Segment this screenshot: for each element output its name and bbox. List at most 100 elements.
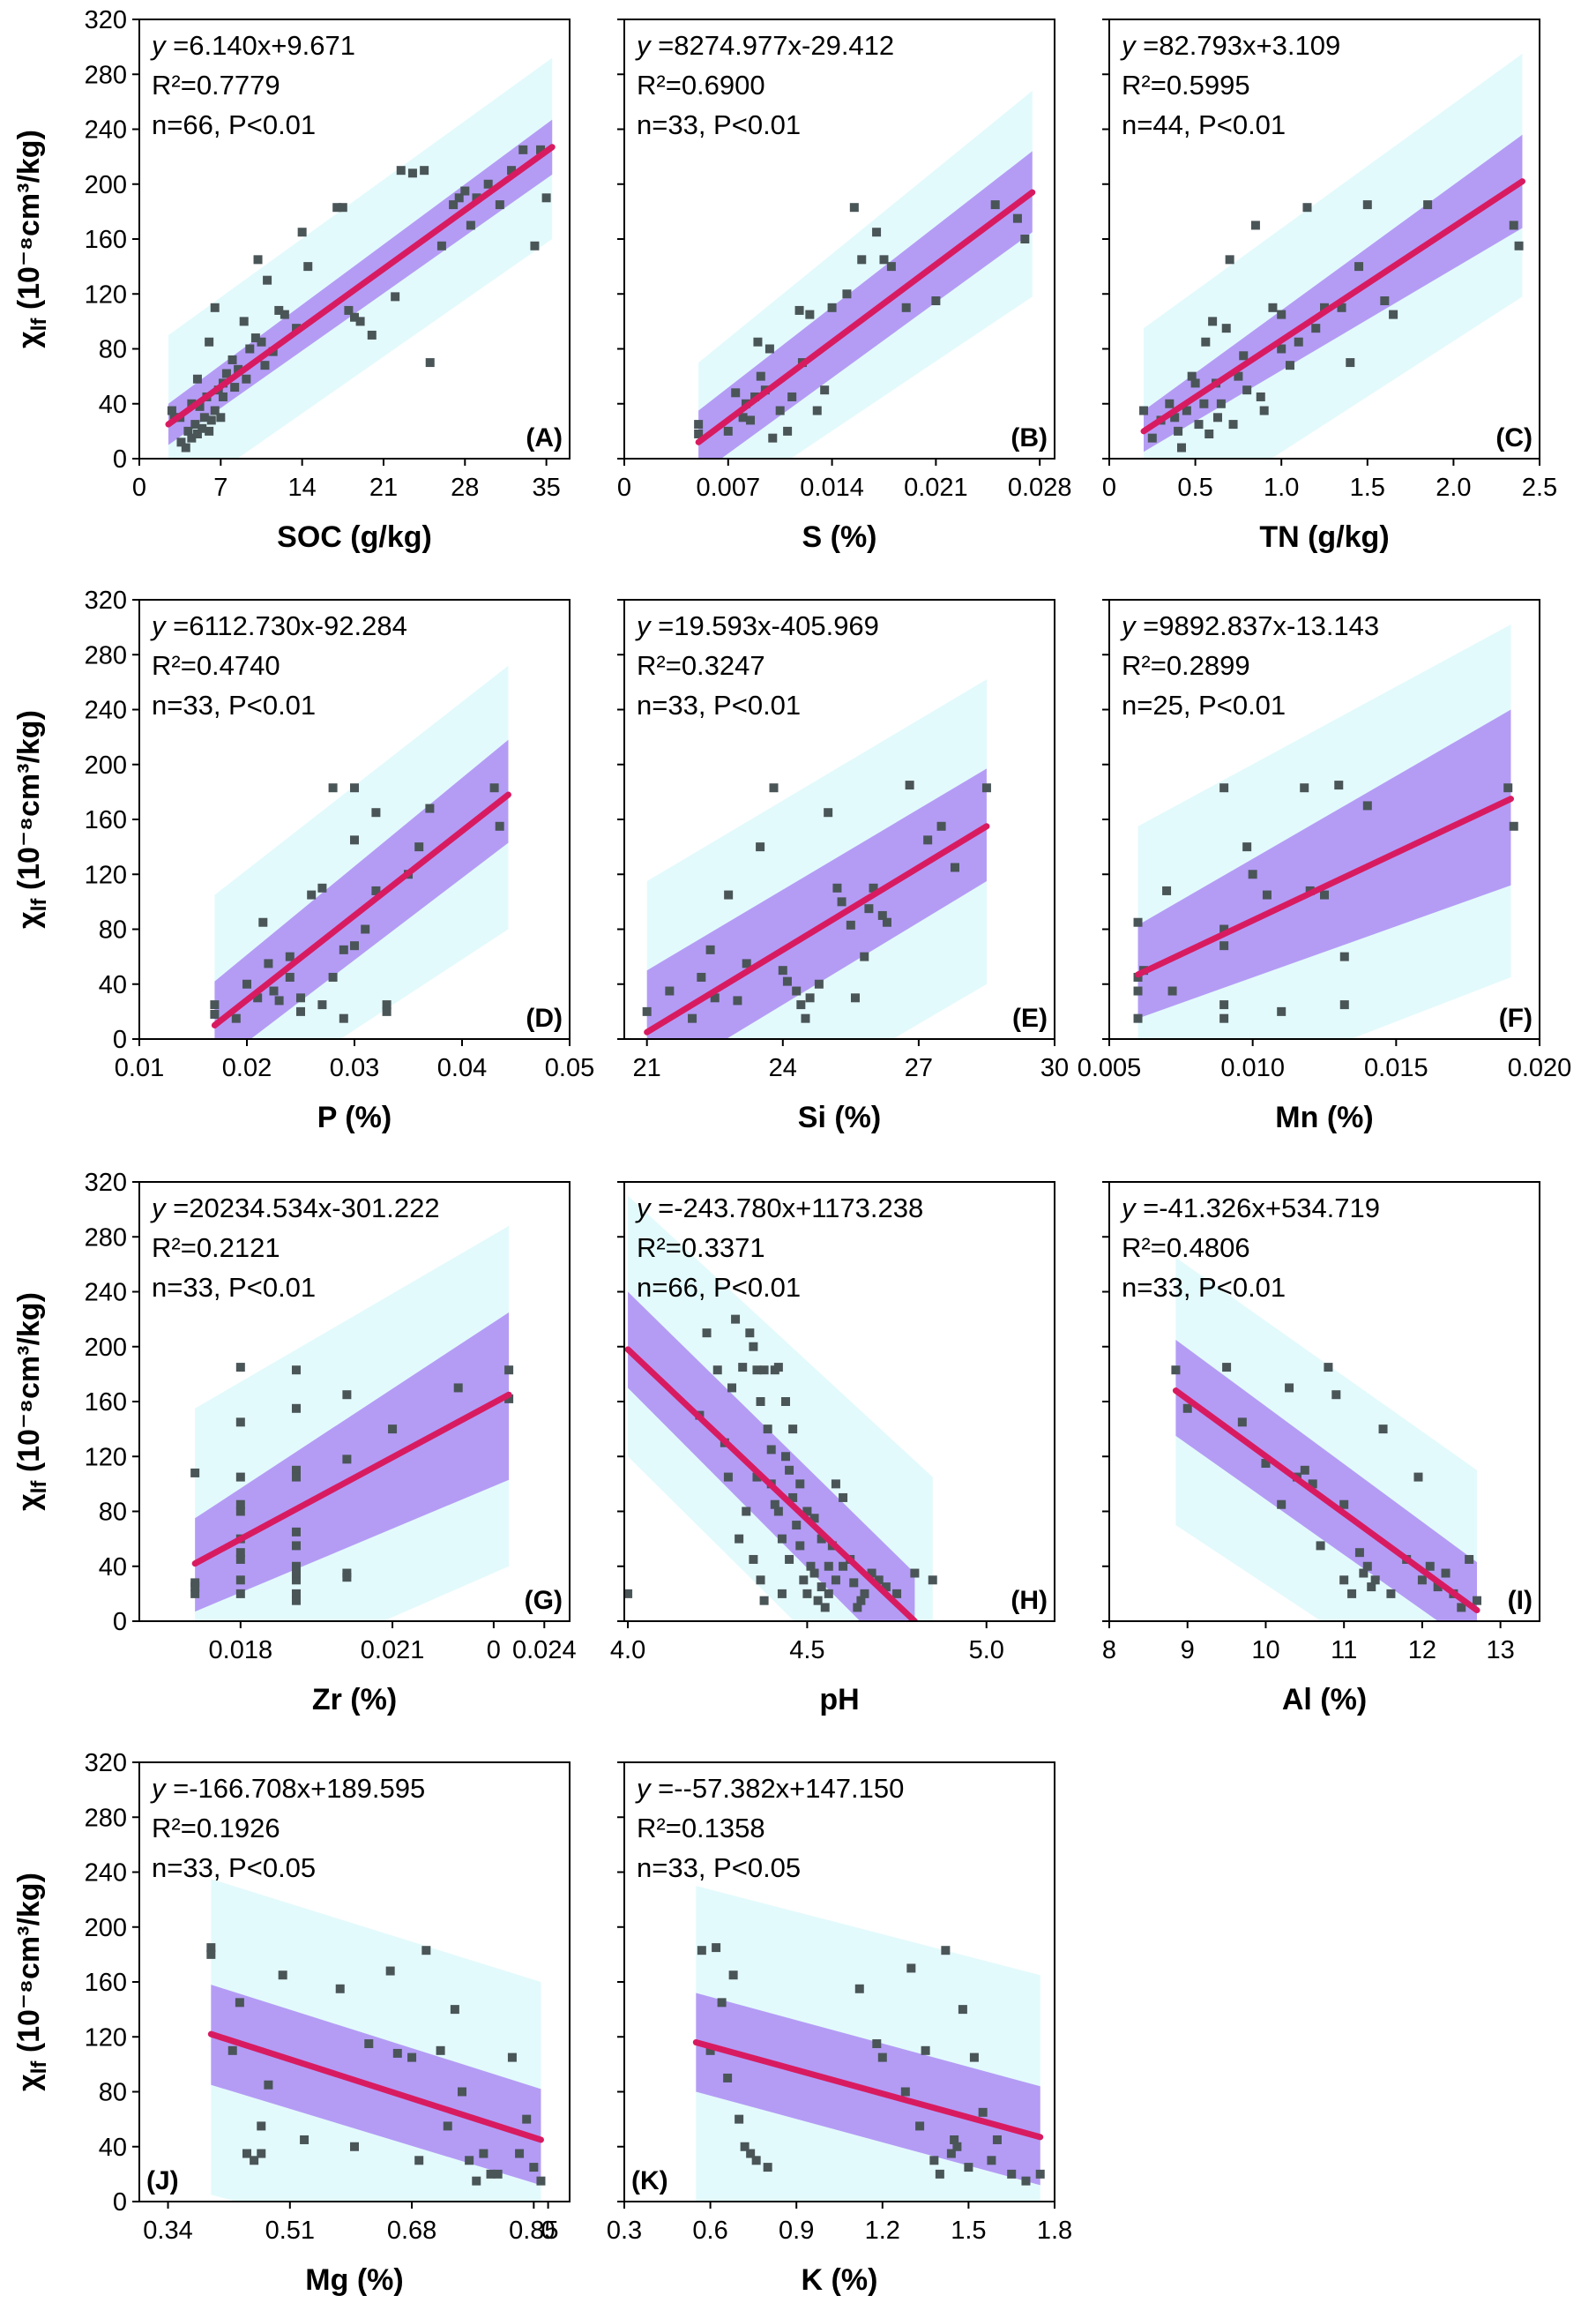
data-point	[278, 1970, 287, 1980]
r-squared: R²=0.2121	[152, 1232, 280, 1263]
data-point	[788, 1424, 798, 1434]
plot-area	[210, 665, 511, 1039]
y-tick-label: 240	[85, 697, 127, 725]
regression-line	[191, 1391, 512, 1567]
regression-line	[207, 2030, 544, 2143]
x-tick-label: 4.0	[610, 1636, 645, 1664]
regression-line	[692, 2038, 1044, 2141]
y-tick-label: 80	[99, 2079, 127, 2107]
data-point	[335, 1984, 345, 1993]
sample-stats: n=33, P<0.01	[1122, 1272, 1286, 1303]
data-point	[1234, 371, 1243, 381]
data-point	[388, 1424, 398, 1434]
x-axis-title: Zr (%)	[312, 1683, 397, 1716]
x-tick-label: 0	[1102, 474, 1116, 502]
x-tick-label: 1.0	[1264, 474, 1299, 502]
data-point	[756, 1575, 765, 1585]
data-point	[787, 392, 797, 401]
data-point	[371, 886, 381, 895]
regression-equation: y =6112.730x-92.284	[150, 610, 407, 641]
data-point	[958, 2005, 967, 2015]
y-tick-label: 0	[113, 2188, 127, 2217]
y-tick-label: 120	[85, 861, 127, 889]
data-point	[751, 2156, 761, 2165]
data-point	[1237, 1417, 1247, 1427]
data-point	[1423, 200, 1433, 210]
data-point	[869, 883, 878, 893]
data-point	[1509, 821, 1518, 831]
data-point	[764, 344, 774, 354]
data-point	[472, 2176, 481, 2186]
data-point	[694, 429, 704, 438]
data-point	[1239, 351, 1249, 361]
data-point	[1219, 1013, 1229, 1023]
x-tick-label: 0.34	[143, 2217, 192, 2245]
y-tick-label: 160	[85, 806, 127, 834]
x-tick-label: 0.6	[692, 2217, 727, 2245]
y-axis-unit: (10⁻⁸cm³/kg)	[12, 1873, 46, 2061]
data-point	[785, 1554, 794, 1564]
y-axis-subscript: lf	[27, 1480, 51, 1494]
data-point	[777, 1534, 787, 1544]
y-tick-label: 40	[99, 971, 127, 999]
data-point	[783, 426, 793, 436]
data-point	[350, 941, 359, 951]
data-point	[187, 433, 197, 443]
data-point	[361, 924, 370, 934]
data-point	[350, 835, 359, 845]
data-point	[458, 2087, 466, 2097]
data-point	[1199, 399, 1209, 408]
data-point	[794, 305, 804, 315]
y-tick-label: 240	[85, 1859, 127, 1888]
data-point	[253, 255, 263, 265]
x-axis-title: TN (g/kg)	[1259, 520, 1389, 554]
data-point	[239, 317, 249, 326]
data-point	[190, 420, 200, 430]
data-point	[752, 1472, 762, 1482]
data-point	[1021, 2176, 1031, 2186]
x-tick-label: 0.010	[1220, 1054, 1285, 1082]
data-point	[723, 1472, 733, 1482]
data-point	[541, 193, 551, 203]
data-point	[814, 979, 824, 989]
data-point	[756, 371, 765, 381]
data-point	[824, 1561, 833, 1571]
y-tick-label: 80	[99, 1499, 127, 1527]
data-point	[1187, 371, 1197, 381]
panel-label: (J)	[146, 2166, 179, 2195]
data-point	[1277, 344, 1286, 354]
data-point	[1302, 203, 1312, 213]
data-point	[192, 429, 202, 438]
data-point	[1133, 986, 1143, 996]
data-point	[453, 1383, 463, 1393]
data-point	[260, 361, 270, 370]
data-point	[929, 2156, 939, 2165]
data-point	[221, 369, 231, 378]
x-tick-label: 13	[1487, 1636, 1515, 1664]
data-point	[328, 783, 338, 793]
regression-equation: y =-41.326x+534.719	[1120, 1193, 1380, 1223]
y-axis-subscript: lf	[27, 898, 51, 912]
data-point	[257, 337, 266, 347]
data-point	[1201, 337, 1211, 347]
x-axis-title: Mn (%)	[1275, 1101, 1373, 1134]
data-point	[507, 2053, 517, 2062]
panel-label: (G)	[525, 1586, 563, 1615]
y-tick-label: 120	[85, 2023, 127, 2052]
data-point	[1204, 429, 1214, 438]
data-point	[1514, 241, 1524, 250]
equation-prefix: y	[635, 610, 653, 641]
y-axis-title: χlf (10⁻⁸cm³/kg)	[12, 130, 51, 348]
x-tick-label: 21	[369, 474, 398, 502]
data-point	[450, 2005, 459, 2015]
x-tick-label: 0	[132, 474, 146, 502]
data-point	[763, 1424, 772, 1434]
data-point	[382, 1000, 392, 1010]
data-point	[853, 1603, 862, 1612]
data-point	[1194, 420, 1204, 430]
data-point	[964, 2163, 973, 2172]
data-point	[792, 986, 802, 996]
data-point	[1503, 783, 1513, 793]
data-point	[781, 1452, 790, 1462]
data-point	[805, 993, 815, 1003]
